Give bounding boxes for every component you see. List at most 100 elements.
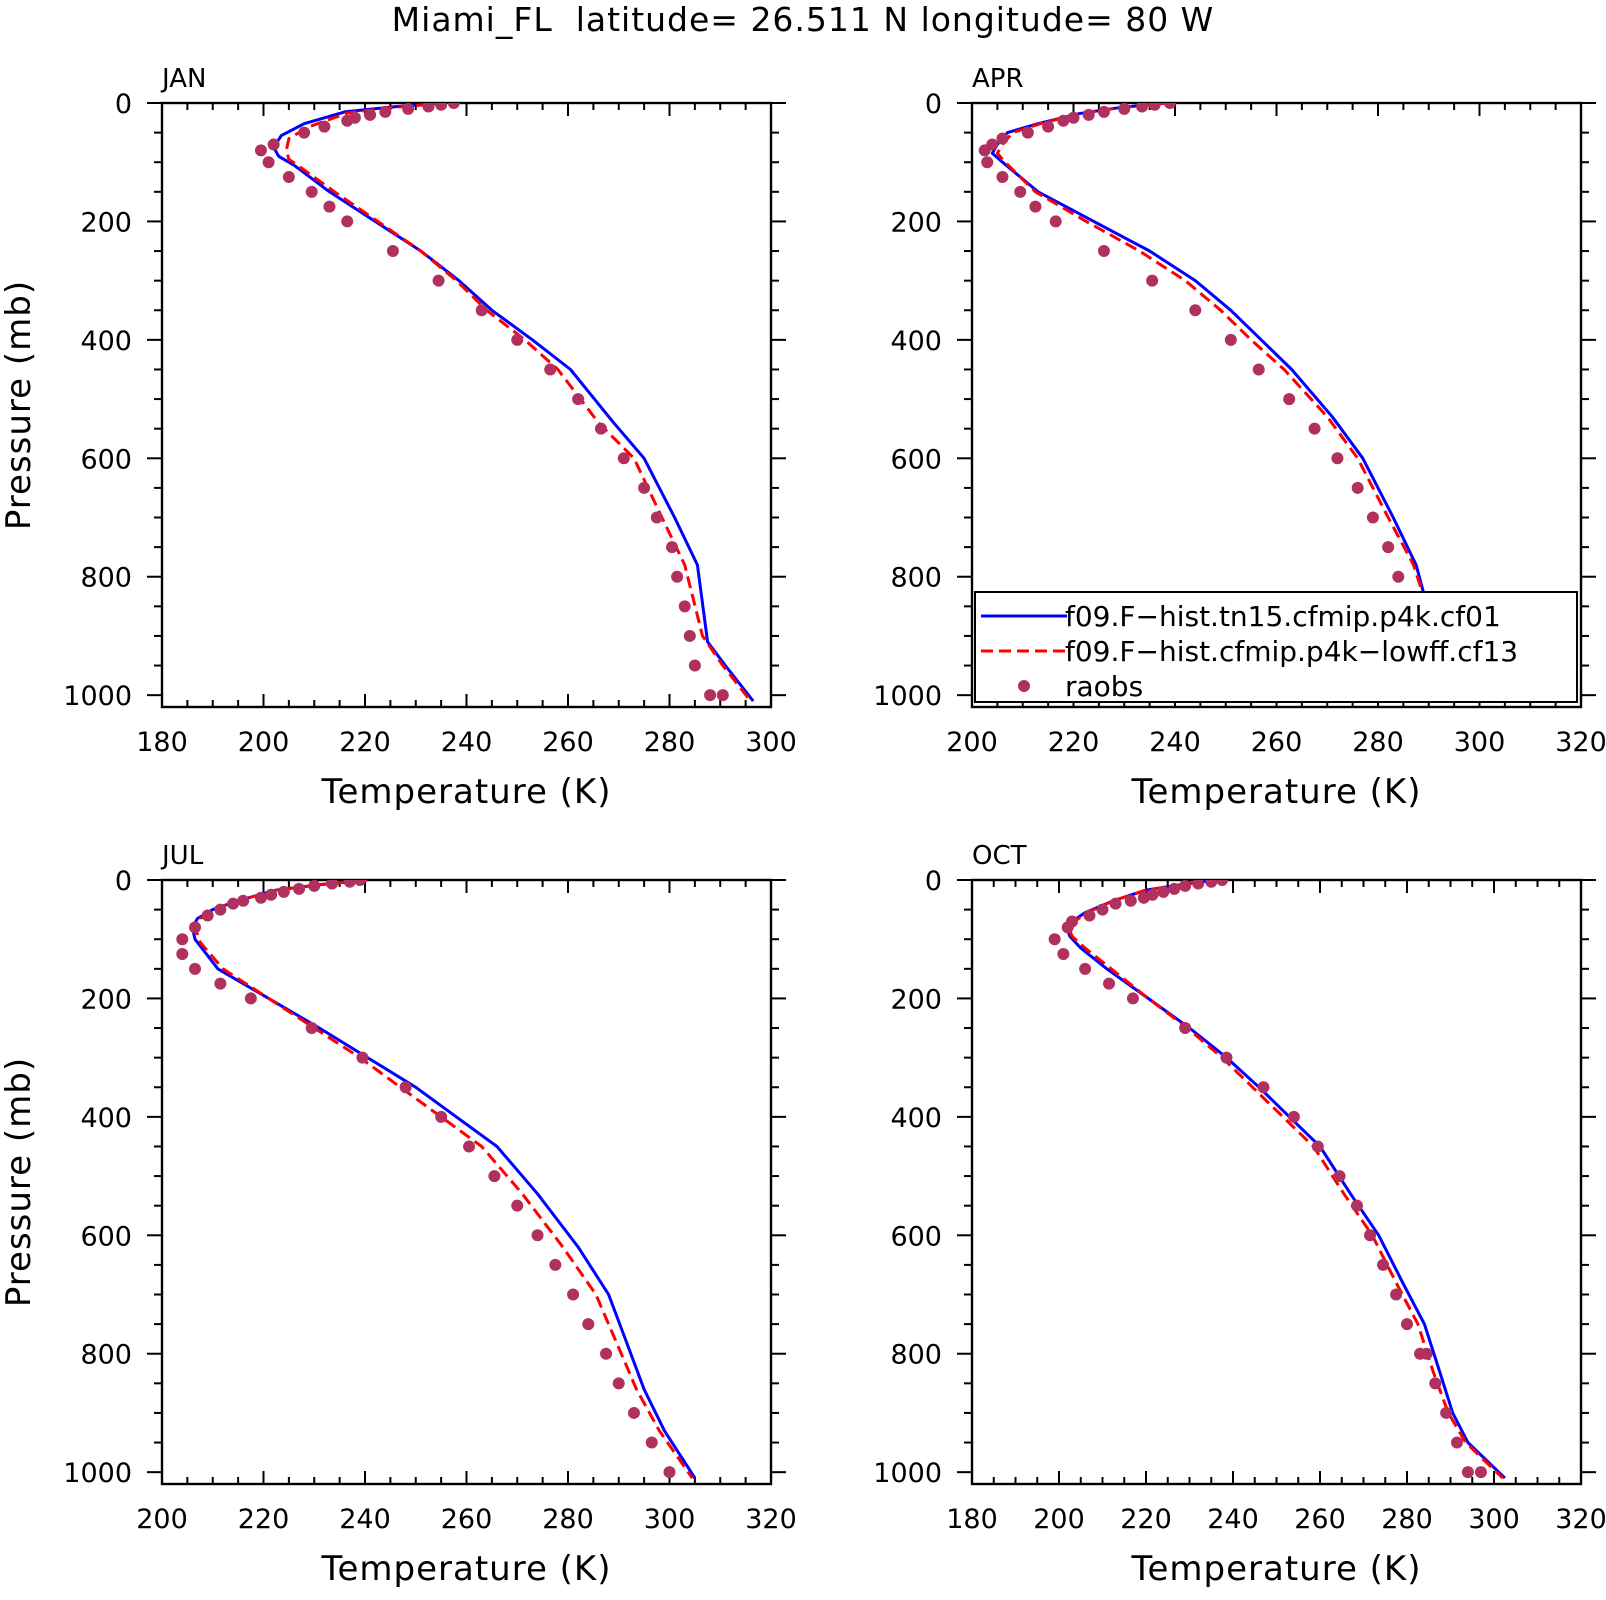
x-tick-label: 280 [542,1504,594,1535]
raobs-point [318,120,331,133]
raobs-point [1308,422,1321,435]
raobs-point [572,393,585,406]
raobs-point [298,126,311,139]
raobs-point [1097,245,1110,258]
y-tick-label: 400 [80,326,132,357]
raobs-point [1252,363,1265,376]
raobs-point [1148,103,1161,111]
series-line-lowff-cf13 [284,103,752,703]
raobs-point [227,897,240,910]
x-axis-label: Temperature (K) [320,1549,611,1589]
legend-swatch-marker [1018,680,1030,692]
raobs-point [254,891,267,904]
raobs-point [617,452,630,465]
y-tick-label: 200 [890,984,942,1015]
raobs-point [1118,103,1131,115]
raobs-point [582,1318,595,1331]
raobs-point [1136,103,1149,113]
legend-label: raobs [1065,670,1143,703]
raobs-point [244,992,257,1005]
raobs-point [666,541,679,554]
raobs-point [544,363,557,376]
raobs-point [1189,304,1202,317]
raobs-point [1021,126,1034,139]
raobs-point [379,105,392,118]
raobs-point [1390,1288,1403,1301]
raobs-point [1205,880,1218,888]
raobs-point [1168,882,1181,895]
raobs-point [1451,1436,1464,1449]
y-axis-label: Pressure (mb) [0,280,39,530]
raobs-point [353,880,366,886]
series-line-lowff-cf13 [995,103,1479,702]
raobs-point [1401,1318,1413,1331]
plot-area [1048,880,1506,1480]
raobs-point [978,144,991,157]
panel-title: APR [972,64,1024,94]
y-tick-label: 400 [80,1103,132,1134]
y-tick-label: 0 [115,866,132,897]
raobs-point [981,156,994,169]
raobs-point [435,1110,448,1123]
raobs-point [265,888,278,901]
raobs-point [1061,921,1074,934]
y-tick-label: 800 [890,563,942,594]
raobs-point [663,1466,676,1479]
raobs-point [1366,511,1379,524]
raobs-point [356,1051,369,1064]
raobs-point [364,108,377,121]
raobs-point [511,333,524,346]
raobs-point [1103,977,1116,990]
panel-apr: 200 220 240 260 280 300 320 0 200 400 600 800 1000 AP… [873,64,1606,812]
x-tick-label: 260 [1251,727,1303,758]
raobs-point [399,1081,412,1094]
x-tick-label: 300 [644,1504,696,1535]
panel-jan: 180 200 220 240 260 280 300 0 200 400 600 800 1000 JA… [0,64,797,812]
raobs-point [188,962,201,975]
x-axis-label: Temperature (K) [1130,772,1421,812]
plot-frame [160,878,773,1486]
x-tick-label: 280 [644,727,696,758]
raobs-point [1179,880,1192,892]
raobs-point [1392,570,1405,583]
raobs-point [716,689,729,702]
raobs-point [1126,992,1139,1005]
raobs-point [308,880,321,892]
x-tick-label: 240 [1207,1504,1259,1535]
raobs-point [176,948,189,961]
x-tick-label: 200 [1033,1504,1085,1535]
raobs-point [323,200,336,213]
raobs-point [671,570,684,583]
panel-title: JUL [160,841,204,871]
y-tick-label: 1000 [873,1458,942,1489]
raobs-point [386,245,399,258]
raobs-point [305,185,318,198]
raobs-point [1220,1051,1233,1064]
raobs-point [176,933,189,946]
raobs-point [1014,185,1027,198]
x-tick-label: 180 [946,1504,998,1535]
x-tick-label: 200 [136,1504,188,1535]
raobs-point [1146,274,1159,287]
raobs-point [600,1347,613,1360]
x-tick-label: 220 [339,727,391,758]
x-tick-label: 220 [238,1504,290,1535]
raobs-point [650,511,663,524]
raobs-point [435,103,448,111]
x-tick-label: 320 [1555,1504,1606,1535]
x-tick-label: 260 [542,727,594,758]
raobs-point [341,215,354,228]
y-tick-label: 0 [925,866,942,897]
raobs-point [1042,120,1055,133]
plot-area [254,103,755,703]
raobs-point [343,880,356,888]
raobs-point [511,1199,524,1212]
raobs-point [996,171,1009,184]
x-tick-label: 220 [1048,727,1100,758]
raobs-point [267,138,280,151]
raobs-point [1377,1258,1390,1271]
raobs-point [293,882,306,895]
raobs-point [1382,541,1395,554]
series-line-lowff-cf13 [193,880,694,1479]
raobs-point [237,894,250,907]
